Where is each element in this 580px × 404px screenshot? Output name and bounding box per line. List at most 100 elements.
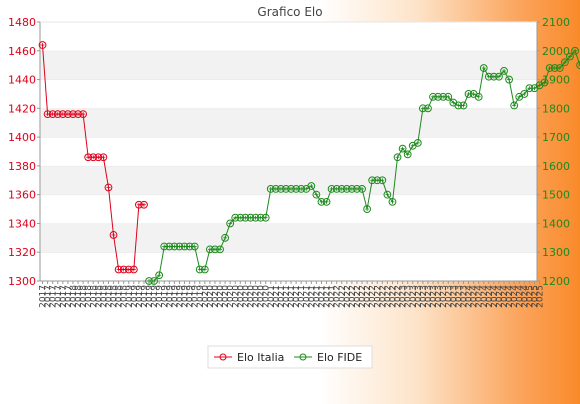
x-tick-label: 2024 [490, 285, 500, 308]
x-tick-label: 2022 [353, 285, 363, 308]
x-tick-label: 2019 [150, 285, 160, 308]
data-point [566, 52, 574, 61]
x-tick-label: 2018 [120, 285, 130, 308]
data-point [129, 265, 138, 274]
data-point [155, 271, 164, 280]
right-tick-label: 1600 [542, 160, 570, 173]
x-tick-label: 2025 [525, 285, 535, 308]
x-tick-label: 2020 [246, 285, 256, 308]
x-tick-label: 2022 [373, 285, 383, 308]
data-point [79, 110, 88, 118]
x-tick-label: 2018 [79, 285, 89, 308]
x-tick-label: 2018 [94, 285, 104, 308]
grid-band [40, 22, 537, 51]
data-point [398, 144, 407, 153]
data-point [413, 138, 422, 147]
x-tick-label: 2019 [170, 285, 180, 308]
x-tick-label: 2022 [363, 285, 373, 308]
data-point [307, 182, 316, 190]
x-tick-label: 2020 [211, 285, 221, 308]
x-tick-label: 2025 [530, 285, 540, 308]
data-point [261, 213, 270, 222]
x-tick-label: 2017 [59, 285, 69, 308]
right-tick-label: 2000 [542, 45, 570, 58]
data-point [226, 219, 235, 228]
x-tick-label: 2022 [333, 285, 343, 308]
x-tick-label: 2023 [449, 285, 459, 308]
right-tick-label: 1200 [542, 275, 570, 288]
data-point [424, 104, 432, 113]
x-tick-label: 2019 [175, 285, 185, 308]
data-point [403, 150, 412, 159]
x-tick-label: 2019 [160, 285, 170, 308]
x-tick-label: 2024 [480, 285, 490, 308]
x-tick-label: 2017 [49, 285, 59, 308]
chart-title: Grafico Elo [257, 5, 322, 19]
x-tick-label: 2021 [287, 285, 297, 308]
x-tick-label: 2018 [99, 285, 109, 308]
x-tick-label: 2019 [191, 285, 201, 308]
data-point [38, 41, 47, 49]
x-tick-label: 2021 [323, 285, 333, 308]
x-tick-label: 2024 [495, 285, 505, 308]
legend-label: Elo Italia [237, 351, 284, 364]
data-point [479, 64, 488, 72]
x-tick-label: 2019 [140, 285, 150, 308]
data-point [109, 231, 118, 239]
x-tick-label: 2022 [383, 285, 393, 308]
right-tick-label: 2100 [542, 16, 570, 29]
data-point [576, 61, 580, 70]
data-point [571, 46, 579, 55]
left-tick-label: 1320 [8, 246, 36, 259]
data-point [190, 242, 199, 251]
x-tick-label: 2017 [44, 285, 54, 308]
x-tick-label: 2023 [414, 285, 424, 308]
x-tick-label: 2022 [343, 285, 353, 308]
x-tick-label: 2022 [348, 285, 358, 308]
x-tick-label: 2022 [394, 285, 404, 308]
left-tick-label: 1380 [8, 160, 36, 173]
legend-swatch-marker [219, 353, 227, 361]
x-tick-label: 2023 [434, 285, 444, 308]
data-point [540, 78, 549, 87]
data-point [99, 153, 108, 162]
x-tick-label: 2021 [277, 285, 287, 308]
data-point [444, 92, 453, 101]
left-tick-label: 1440 [8, 74, 36, 87]
x-tick-label: 2020 [241, 285, 251, 308]
data-point [216, 245, 224, 254]
left-tick-label: 1460 [8, 45, 36, 58]
data-point [358, 185, 366, 193]
x-tick-label: 2021 [312, 285, 322, 308]
x-tick-label: 2023 [439, 285, 449, 308]
grid-band [40, 108, 537, 138]
x-tick-label: 2024 [510, 285, 520, 308]
grid-band [40, 137, 537, 166]
left-tick-label: 1480 [8, 16, 36, 29]
x-tick-label: 2023 [419, 285, 429, 308]
data-point [459, 101, 468, 110]
data-point [221, 233, 230, 242]
data-point [378, 176, 387, 185]
x-tick-label: 2022 [358, 285, 368, 308]
x-tick-label: 2019 [181, 285, 191, 308]
x-tick-label: 2024 [500, 285, 510, 308]
right-tick-label: 1500 [542, 189, 570, 202]
x-tick-label: 2024 [470, 285, 480, 308]
data-point [500, 67, 508, 75]
data-point [200, 265, 209, 274]
x-tick-label: 2021 [272, 285, 282, 308]
x-tick-label: 2021 [297, 285, 307, 308]
x-tick-label: 2023 [444, 285, 454, 308]
left-tick-label: 1340 [8, 217, 36, 230]
data-point [474, 92, 483, 101]
x-tick-label: 2018 [74, 285, 84, 308]
x-tick-label: 2018 [110, 285, 120, 308]
x-tick-label: 2017 [39, 285, 49, 308]
right-tick-label: 1900 [542, 74, 570, 87]
right-tick-label: 1700 [542, 131, 570, 144]
x-tick-label: 2021 [292, 285, 302, 308]
x-tick-label: 2024 [465, 285, 475, 308]
